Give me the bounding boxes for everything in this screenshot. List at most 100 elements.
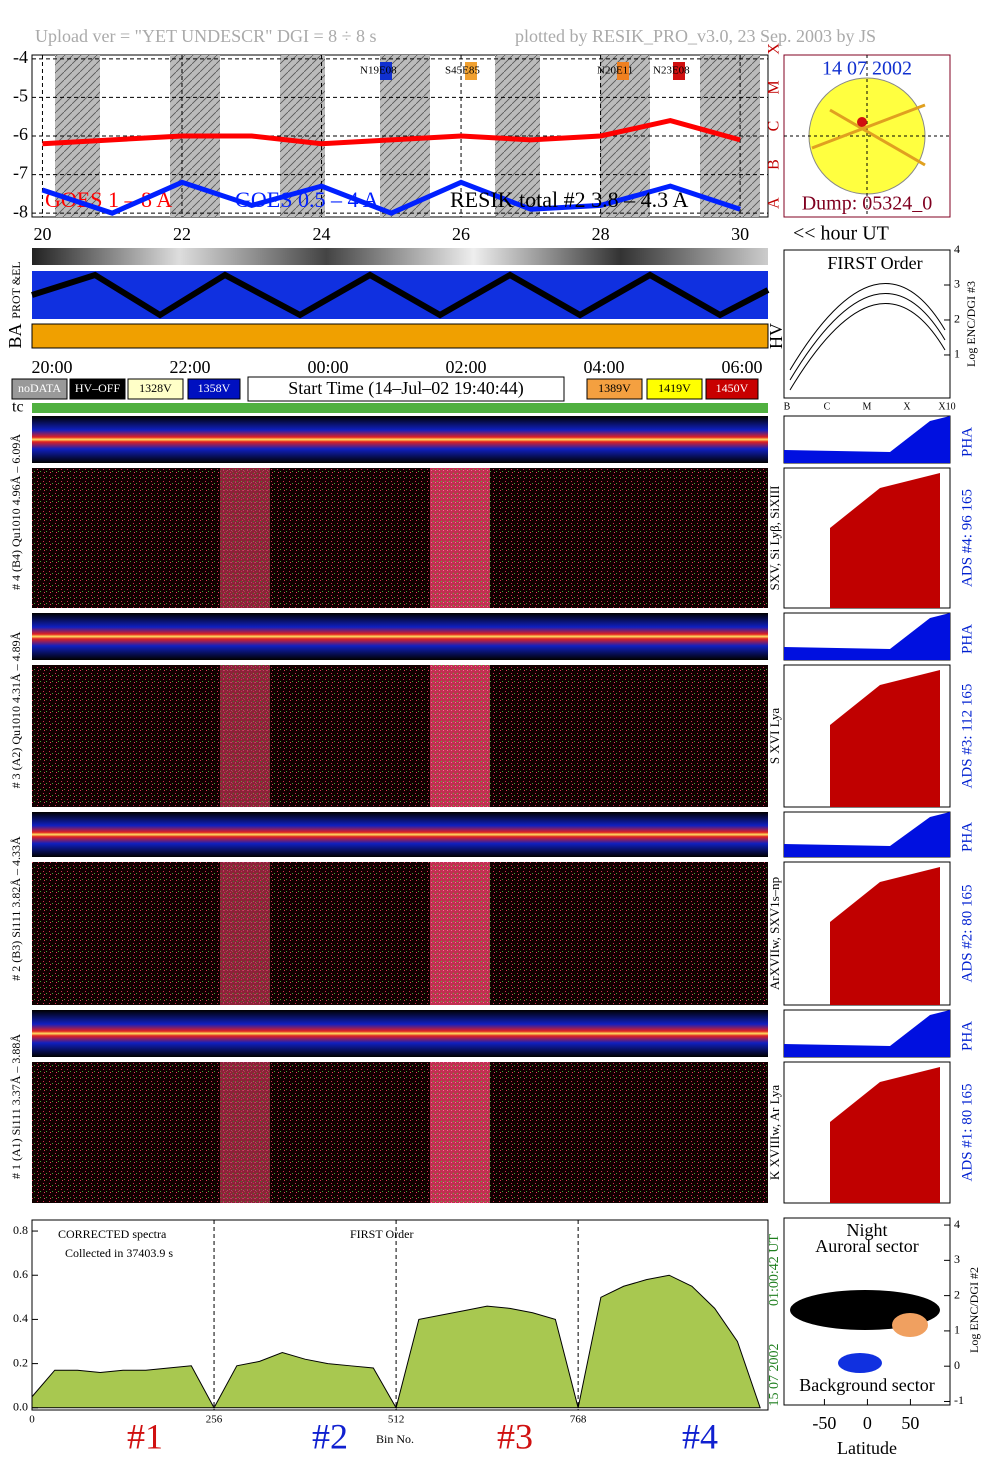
y-tick-label: 3 [954, 277, 960, 291]
x-tick-label: 24 [313, 224, 331, 244]
legend-entry: 1450V [716, 381, 749, 395]
date-label: 15 07 2002 [767, 1344, 782, 1407]
spectrogram [32, 665, 768, 807]
pha-label: PHA [959, 822, 975, 852]
spectrogram-flare [220, 468, 270, 608]
y-tick-label: 4 [954, 242, 960, 256]
legend-swatch [69, 378, 126, 400]
axis-label: Log ENC/DGI #3 [964, 281, 978, 367]
axis-label: << hour UT [793, 223, 889, 245]
detector-label: # 3 (A2) Qu1010 4.31Å – 4.89Å [9, 631, 23, 788]
region-label: N19E08 [360, 65, 397, 77]
spectrogram-flare [430, 1062, 490, 1203]
legend-entry: GOES 0.5 – 4 A [235, 187, 379, 212]
axis-label: Latitude [837, 1438, 897, 1458]
legend-swatch [187, 378, 241, 400]
x-tick-label: B [784, 401, 791, 412]
ads-histogram [830, 670, 940, 807]
pha-profile [784, 613, 950, 660]
legend-entry: HV–OFF [75, 381, 121, 395]
y-tick-label: 0.2 [13, 1355, 28, 1369]
x-tick-label: 0 [29, 1414, 35, 1426]
time-label: 01:00:42 UT [767, 1234, 782, 1306]
pha-image [32, 812, 768, 857]
legend-swatch [127, 378, 184, 400]
orbit [829, 108, 926, 167]
scatter-cloud [892, 1313, 928, 1337]
class-label: C [766, 121, 783, 132]
legend-swatch [586, 378, 643, 400]
x-tick-label: 50 [901, 1413, 919, 1433]
tc-strip [32, 403, 768, 413]
x-tick-label: 768 [570, 1414, 587, 1426]
pha-image [32, 416, 768, 463]
time-label: 20:00 [31, 357, 72, 377]
x-tick-label: -50 [812, 1413, 836, 1433]
line-label: SXV, Si Lyβ, SiXIII [767, 486, 782, 591]
ads-label: ADS #3: 112 165 [959, 684, 975, 789]
y-tick-label: -6 [13, 124, 28, 144]
y-tick-label: 0.6 [13, 1267, 28, 1281]
y-tick-label: -7 [13, 163, 28, 183]
detector-label: # 1 (A1) Si111 3.37Å – 3.88Å [9, 1034, 23, 1179]
y-tick-label: 0 [954, 1358, 960, 1372]
spectrogram [32, 862, 768, 1005]
time-label: 22:00 [169, 357, 210, 377]
x-tick-label: 512 [388, 1414, 405, 1426]
class-label: A [766, 197, 783, 209]
section-label: #4 [682, 1416, 718, 1456]
spectrogram-flare [430, 468, 490, 608]
sector-label: Auroral sector [815, 1236, 918, 1256]
legend-entry: 1328V [139, 381, 172, 395]
legend-swatch [11, 378, 68, 400]
y-tick-label: -4 [13, 47, 28, 67]
ads-histogram [830, 867, 940, 1005]
region-swatch [617, 62, 629, 80]
y-tick-label: 2 [954, 312, 960, 326]
axis-label: Log ENC/DGI #2 [967, 1267, 981, 1353]
section-label: #2 [312, 1416, 348, 1456]
tc-label: tc [12, 399, 24, 416]
y-tick-label: -1 [954, 1393, 964, 1407]
x-tick-label: 256 [206, 1414, 223, 1426]
y-tick-label: 2 [954, 1287, 960, 1301]
x-tick-label: X10 [938, 401, 955, 412]
sun-dump: Dump: 05324_0 [802, 193, 933, 215]
y-tick-label: 1 [954, 347, 960, 361]
time-label: 06:00 [721, 357, 762, 377]
band-label: HV [766, 323, 786, 349]
x-tick-label: 0 [863, 1413, 872, 1433]
orbit [811, 103, 926, 150]
y-tick-label: -5 [13, 86, 28, 106]
axis-label: Bin No. [376, 1432, 414, 1446]
x-tick-label: M [863, 401, 872, 412]
pha-profile [784, 416, 950, 463]
start-time: Start Time (14–Jul–02 19:40:44) [288, 378, 524, 399]
start-box [247, 376, 565, 402]
detector-label: # 4 (B4) Qu1010 4.96Å – 6.09Å [9, 434, 23, 590]
pha-profile [784, 812, 950, 857]
legend-entry: noDATA [18, 381, 61, 395]
class-label: X [766, 43, 783, 55]
y-tick-label: 0.0 [13, 1400, 28, 1414]
line-label: K XVIIIw, Ar Lya [767, 1085, 782, 1180]
legend-entry: 1358V [198, 381, 231, 395]
pha-image [32, 1010, 768, 1057]
curves [789, 283, 946, 391]
time-label: 04:00 [583, 357, 624, 377]
region-label: N23E08 [653, 65, 690, 77]
time-label: 00:00 [307, 357, 348, 377]
spectrogram-flare [430, 665, 490, 807]
panel-title: FIRST Order [827, 253, 922, 273]
sun-date: 14 07 2002 [822, 58, 912, 80]
panel-title: FIRST Order [350, 1227, 413, 1241]
ba-strip [31, 323, 769, 349]
note: Collected in 37403.9 s [65, 1246, 173, 1260]
spectrogram-flare [220, 862, 270, 1005]
legend-entry: 1419V [658, 381, 691, 395]
detector-label: # 2 (B3) Si111 3.82Å – 4.33Å [9, 836, 23, 981]
orbit-track [31, 271, 770, 319]
x-tick-label: X [903, 401, 911, 412]
legend-entry: RESIK total #2 3.8 – 4.3 A [450, 187, 688, 212]
